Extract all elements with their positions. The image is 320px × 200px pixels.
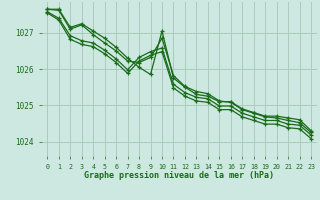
X-axis label: Graphe pression niveau de la mer (hPa): Graphe pression niveau de la mer (hPa): [84, 171, 274, 180]
